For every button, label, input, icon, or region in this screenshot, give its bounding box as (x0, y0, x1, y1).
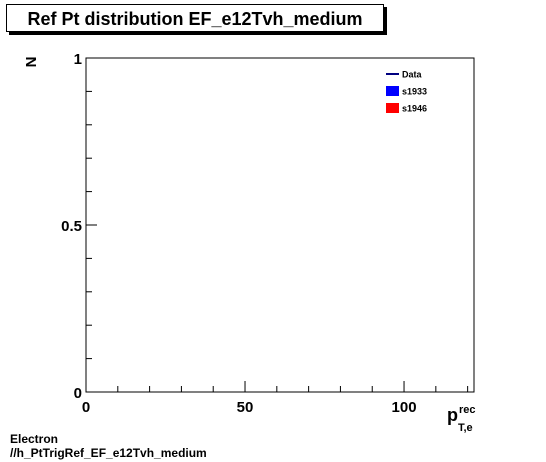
x-axis-label-sup: rec (459, 404, 476, 416)
legend-fill-marker (386, 103, 399, 113)
chart-title-box: Ref Pt distribution EF_e12Tvh_medium (6, 4, 384, 32)
footer-line-2: //h_PtTrigRef_EF_e12Tvh_medium (10, 446, 207, 460)
legend-label: Data (402, 70, 423, 80)
footer-line-1: Electron (10, 432, 59, 446)
legend-fill-marker (386, 86, 399, 96)
legend-label: s1933 (402, 87, 427, 97)
y-tick-label: 0.5 (61, 218, 82, 235)
y-axis-label: N (23, 57, 40, 68)
axes-group: 0 50 100 0 0.5 1 (61, 51, 469, 416)
y-tick-label: 1 (74, 51, 82, 68)
x-tick-label: 0 (82, 399, 90, 416)
x-tick-label: 100 (392, 399, 417, 416)
chart-title: Ref Pt distribution EF_e12Tvh_medium (27, 9, 363, 29)
x-axis-label-sub: T,e (458, 422, 473, 434)
y-tick-label: 0 (74, 385, 82, 402)
legend-label: s1946 (402, 104, 427, 114)
x-axis-label: p rec T,e (447, 400, 480, 434)
x-axis-label-main: p (447, 405, 458, 425)
x-tick-label: 50 (237, 399, 254, 416)
legend: Data s1933 s1946 (386, 70, 427, 114)
